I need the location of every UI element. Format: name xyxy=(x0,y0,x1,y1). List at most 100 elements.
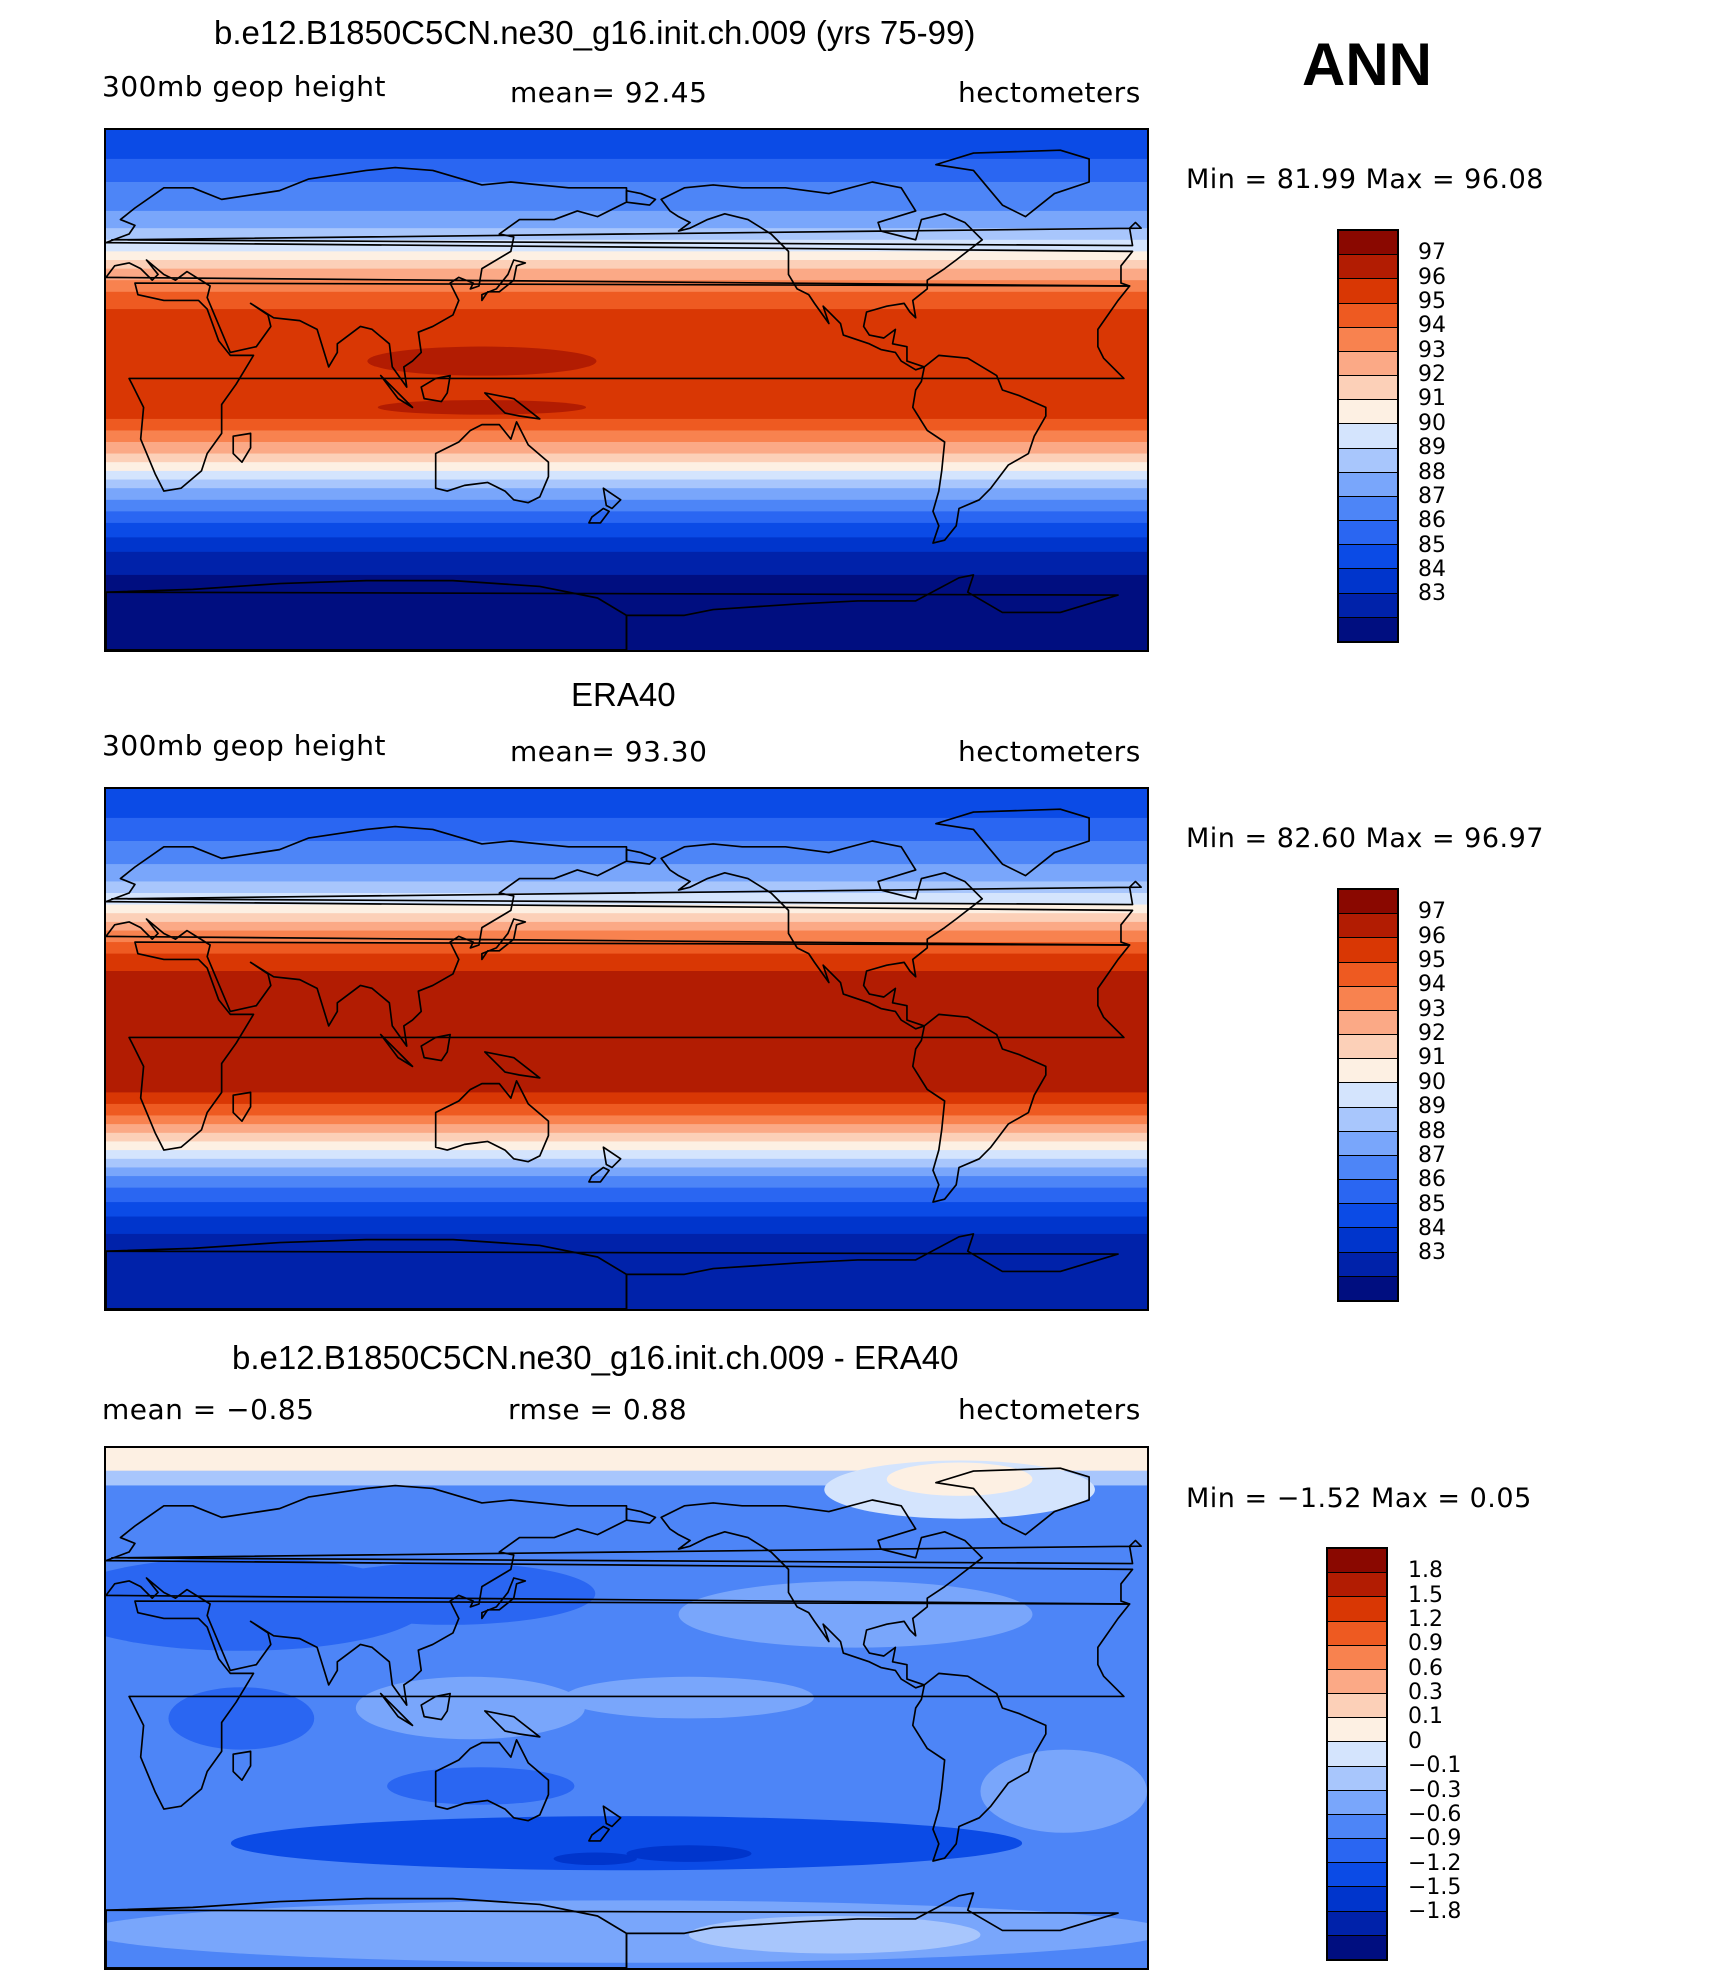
coastline xyxy=(379,374,414,409)
panel-1-colorbar xyxy=(1337,229,1399,643)
panel-1-variable-label: 300mb geop height xyxy=(102,70,386,103)
colorbar-swatch xyxy=(1328,1814,1386,1840)
colorbar-swatch xyxy=(1339,962,1397,987)
colorbar-swatch xyxy=(1328,1766,1386,1791)
panel-1-min-max: Min = 81.99 Max = 96.08 xyxy=(1186,164,1544,195)
colorbar-label: 93 xyxy=(1418,337,1446,363)
coastline xyxy=(483,1710,541,1738)
coastline xyxy=(911,354,1047,544)
colorbar-swatch xyxy=(1328,1694,1386,1719)
contour-region xyxy=(626,1845,752,1862)
contour-band xyxy=(106,1103,1147,1117)
coastline xyxy=(935,149,1090,218)
contour-band xyxy=(106,418,1147,432)
colorbar-swatch xyxy=(1328,1597,1386,1622)
coastline xyxy=(379,1033,414,1068)
contour-band xyxy=(106,904,1147,915)
colorbar-label: 93 xyxy=(1418,996,1446,1022)
colorbar-label: 0.9 xyxy=(1408,1631,1443,1657)
coastline xyxy=(588,1166,610,1183)
colorbar-label: 87 xyxy=(1418,1142,1446,1168)
colorbar-label: −1.5 xyxy=(1408,1874,1462,1900)
contour-band xyxy=(106,881,1147,894)
contour-band xyxy=(106,953,1147,972)
colorbar-swatch xyxy=(1339,545,1397,570)
contour-band xyxy=(106,942,1147,955)
colorbar-swatch xyxy=(1339,986,1397,1011)
colorbar-swatch xyxy=(1328,1669,1386,1695)
coastline xyxy=(481,1577,527,1620)
coastline xyxy=(128,282,1131,492)
colorbar-swatch xyxy=(1339,1204,1397,1229)
colorbar-swatch xyxy=(1339,1107,1397,1132)
colorbar-swatch xyxy=(1339,496,1397,522)
colorbar-label: 97 xyxy=(1418,899,1446,925)
panel-3-min-max: Min = −1.52 Max = 0.05 xyxy=(1186,1483,1532,1514)
contour-band xyxy=(106,1158,1147,1169)
contour-band xyxy=(106,1202,1147,1218)
colorbar-label: 83 xyxy=(1418,581,1446,607)
colorbar-label: −1.8 xyxy=(1408,1899,1462,1925)
colorbar-label: 0.3 xyxy=(1408,1680,1443,1706)
coastline xyxy=(602,1805,622,1828)
contour-band xyxy=(106,1141,1147,1151)
coastline xyxy=(602,1146,622,1169)
coastline xyxy=(106,574,1119,650)
coastline xyxy=(106,1238,628,1309)
coastline xyxy=(434,1079,550,1163)
panel-3-contour-map xyxy=(106,1448,1147,1968)
colorbar-swatch xyxy=(1328,1935,1386,1959)
colorbar-swatch xyxy=(1339,1155,1397,1181)
contour-band xyxy=(106,1124,1147,1134)
contour-band xyxy=(106,511,1147,524)
contour-band xyxy=(106,470,1147,481)
coastline xyxy=(420,1692,451,1721)
contour-band xyxy=(106,1150,1147,1160)
contour-band xyxy=(106,442,1147,455)
contour-region xyxy=(355,1676,585,1740)
colorbar-swatch xyxy=(1339,1180,1397,1205)
colorbar-label: 85 xyxy=(1418,532,1446,558)
contour-band xyxy=(106,1167,1147,1177)
colorbar-label: 95 xyxy=(1418,948,1446,974)
contour-band xyxy=(106,488,1147,501)
panel-3-title: b.e12.B1850C5CN.ne30_g16.init.ch.009 - E… xyxy=(232,1339,959,1376)
colorbar-swatch xyxy=(1339,914,1397,939)
coastline xyxy=(232,432,252,464)
coastline xyxy=(625,1507,657,1524)
contour-band xyxy=(106,1092,1147,1105)
colorbar-label: 1.2 xyxy=(1408,1607,1443,1633)
colorbar-swatch xyxy=(1339,1035,1397,1060)
coastline xyxy=(232,1091,252,1123)
contour-region xyxy=(367,346,597,376)
colorbar-label: 0 xyxy=(1408,1728,1422,1754)
panel-3-units-label: hectometers xyxy=(958,1393,1141,1426)
colorbar-label: 90 xyxy=(1418,1069,1446,1095)
coastline xyxy=(106,579,628,650)
colorbar-label: 96 xyxy=(1418,923,1446,949)
colorbar-label: 88 xyxy=(1418,459,1446,485)
colorbar-swatch xyxy=(1328,1790,1386,1815)
contour-band xyxy=(106,789,1147,819)
contour-band xyxy=(106,930,1147,943)
colorbar-label: 85 xyxy=(1418,1191,1446,1217)
coastline xyxy=(128,941,1131,1151)
contour-band xyxy=(106,551,1147,576)
coastline xyxy=(434,1738,550,1822)
contour-region xyxy=(377,400,587,415)
coastline xyxy=(935,1467,1090,1536)
colorbar-label: 86 xyxy=(1418,1167,1446,1193)
coastline xyxy=(420,1033,451,1062)
colorbar-label: 92 xyxy=(1418,362,1446,388)
contour-band xyxy=(106,210,1147,230)
contour-band xyxy=(106,130,1147,160)
colorbar-label: −0.6 xyxy=(1408,1801,1462,1827)
colorbar-swatch xyxy=(1328,1742,1386,1767)
coastline xyxy=(106,1233,1119,1309)
panel-2-contour-map xyxy=(106,789,1147,1309)
contour-band xyxy=(106,817,1147,842)
colorbar-swatch xyxy=(1339,1276,1397,1300)
coastline xyxy=(420,374,451,403)
contour-region xyxy=(230,1816,1023,1871)
season-label: ANN xyxy=(1302,31,1432,98)
